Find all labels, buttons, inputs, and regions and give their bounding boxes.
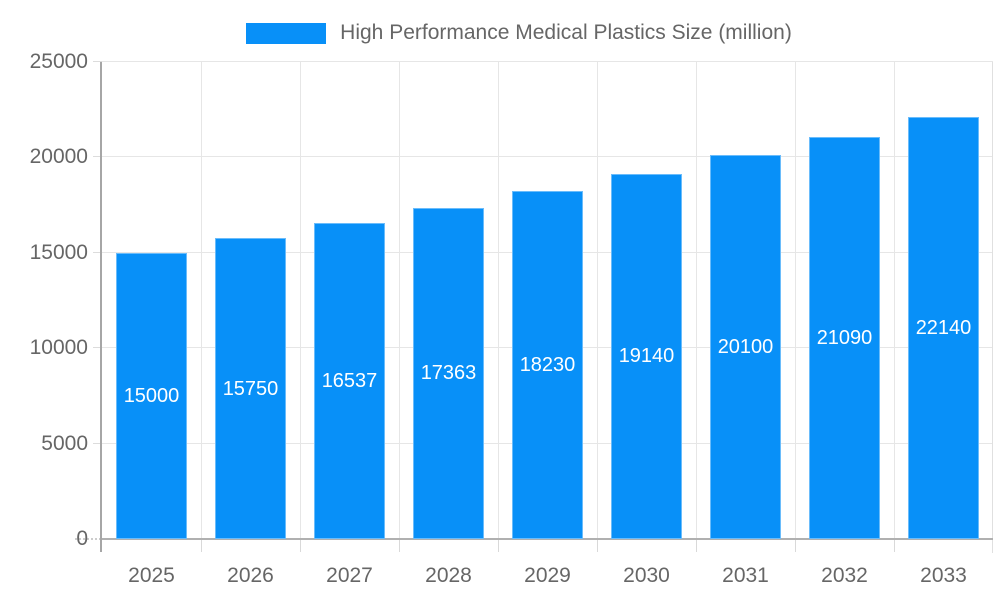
y-tick (93, 156, 102, 158)
x-tick (597, 539, 598, 552)
plot-right-border (992, 62, 993, 553)
bar (908, 116, 979, 539)
bar-value-label: 21090 (816, 326, 873, 349)
bar (611, 173, 682, 539)
bar (413, 207, 484, 539)
bar (116, 252, 187, 539)
x-axis-tick-label: 2027 (326, 564, 373, 587)
y-tick-zero (75, 538, 101, 540)
x-tick (201, 539, 202, 552)
x-axis-line (102, 538, 993, 540)
bar (710, 155, 781, 539)
bar-value-label: 18230 (519, 354, 576, 377)
y-axis-tick-label: 15000 (29, 240, 88, 264)
y-axis-tick-label: 25000 (29, 50, 88, 73)
y-gridline (102, 156, 993, 158)
x-gridline (894, 62, 895, 539)
x-axis-tick-label: 2025 (128, 564, 175, 587)
legend-label: High Performance Medical Plastics Size (… (340, 21, 792, 44)
bar-value-label: 19140 (618, 345, 675, 368)
x-tick (399, 539, 400, 552)
y-axis-tick-label: 20000 (29, 145, 88, 169)
y-tick (93, 442, 102, 444)
legend-swatch (246, 22, 327, 44)
x-gridline (201, 62, 202, 539)
x-tick (795, 539, 796, 552)
bar-value-label: 16537 (321, 370, 378, 393)
x-axis-tick-label: 2026 (227, 564, 274, 587)
y-axis-tick-label: 0 (76, 527, 88, 550)
x-tick (498, 539, 499, 552)
x-tick (300, 539, 301, 552)
plot-area: 0 5000 10000 15000 20000 25000 15000 2025 15750 2… (30, 50, 993, 587)
x-axis-tick-label: 2032 (821, 564, 868, 587)
bar-value-label: 15000 (123, 384, 180, 407)
x-tick (696, 539, 697, 552)
x-axis-tick-label: 2028 (425, 564, 472, 587)
x-axis-tick-label: 2031 (722, 564, 769, 587)
bar-value-label: 17363 (420, 362, 477, 385)
x-tick (894, 539, 895, 552)
y-axis-tick-label: 5000 (41, 431, 88, 455)
x-gridline (597, 62, 598, 539)
y-gridline (102, 61, 993, 62)
y-axis-line (100, 62, 102, 552)
x-axis-tick-label: 2029 (524, 564, 571, 587)
y-axis-tick-label: 10000 (29, 336, 88, 360)
x-gridline (696, 62, 697, 539)
legend-item[interactable]: High Performance Medical Plastics Size (… (19, 21, 1000, 45)
bar-value-label: 20100 (717, 336, 774, 359)
bar (314, 223, 385, 539)
x-axis-tick-label: 2030 (623, 564, 670, 587)
y-tick (93, 251, 102, 253)
y-tick (93, 61, 102, 62)
x-gridline (498, 62, 499, 539)
x-axis-tick-label: 2033 (920, 564, 967, 587)
bar (512, 191, 583, 539)
y-tick (93, 347, 102, 349)
bar (215, 238, 286, 539)
x-gridline (300, 62, 301, 539)
x-gridline (795, 62, 796, 539)
x-gridline (399, 62, 400, 539)
bar-value-label: 15750 (222, 377, 279, 400)
bar-value-label: 22140 (915, 316, 972, 339)
bar (809, 136, 880, 539)
